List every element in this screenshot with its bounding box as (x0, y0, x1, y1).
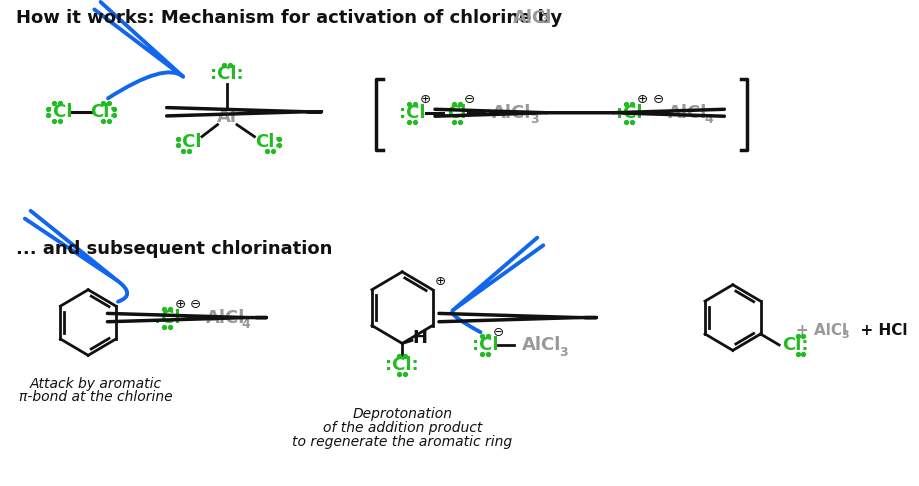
Text: ⊖: ⊖ (463, 93, 474, 106)
Text: :Cl:: :Cl: (210, 65, 244, 83)
Text: Deprotonation: Deprotonation (352, 407, 452, 421)
Text: AlCl: AlCl (521, 336, 561, 354)
Text: :Cl: :Cl (153, 309, 180, 327)
Text: AlCl: AlCl (667, 104, 707, 122)
Text: 3: 3 (841, 330, 848, 341)
Text: ⊖: ⊖ (652, 93, 663, 106)
Text: 3: 3 (558, 346, 567, 359)
Text: Attack by aromatic: Attack by aromatic (29, 377, 162, 391)
Text: ... and subsequent chlorination: ... and subsequent chlorination (17, 240, 333, 258)
Text: 4: 4 (242, 318, 250, 331)
Text: ⊕: ⊕ (435, 275, 446, 288)
Text: :Cl: :Cl (471, 336, 497, 354)
Text: + HCl: + HCl (849, 323, 907, 338)
Text: 3: 3 (530, 113, 539, 126)
Text: of the addition product: of the addition product (323, 421, 482, 435)
Text: 4: 4 (704, 113, 712, 126)
Text: Cl:: Cl: (781, 336, 808, 354)
Text: AlCl: AlCl (491, 104, 530, 122)
Text: ⊕: ⊕ (175, 298, 186, 311)
Text: ⊖: ⊖ (189, 298, 200, 311)
Text: ⊖: ⊖ (493, 326, 504, 339)
Text: Cl:: Cl: (90, 103, 117, 121)
Text: + AlCl: + AlCl (795, 323, 846, 338)
Text: Al: Al (217, 108, 237, 126)
Text: Cl: Cl (447, 104, 466, 122)
Text: How it works: Mechanism for activation of chlorine by: How it works: Mechanism for activation o… (17, 9, 568, 27)
Text: Cl:: Cl: (255, 133, 281, 151)
Text: 3: 3 (540, 13, 550, 26)
Text: to regenerate the aromatic ring: to regenerate the aromatic ring (292, 435, 512, 449)
Text: :Cl: :Cl (46, 103, 73, 121)
Text: ⊕: ⊕ (420, 93, 431, 106)
Text: :Cl: :Cl (175, 133, 201, 151)
Text: π-bond at the chlorine: π-bond at the chlorine (19, 390, 173, 404)
Text: :Cl:: :Cl: (385, 356, 418, 374)
Text: AlCl: AlCl (513, 9, 551, 27)
Text: H: H (412, 330, 426, 347)
Text: AlCl: AlCl (206, 309, 245, 327)
Text: ⊕: ⊕ (636, 93, 647, 106)
Text: :Cl: :Cl (615, 104, 641, 122)
Text: :Cl: :Cl (398, 104, 425, 122)
